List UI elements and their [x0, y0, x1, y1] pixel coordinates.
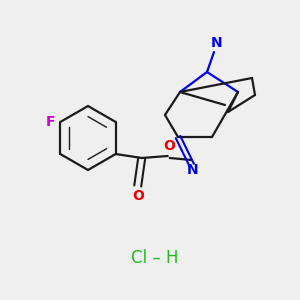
Text: N: N: [211, 36, 223, 50]
Text: O: O: [163, 139, 175, 153]
Text: N: N: [187, 163, 199, 177]
Text: Cl – H: Cl – H: [131, 249, 179, 267]
Text: F: F: [46, 115, 55, 129]
Text: O: O: [132, 189, 144, 203]
